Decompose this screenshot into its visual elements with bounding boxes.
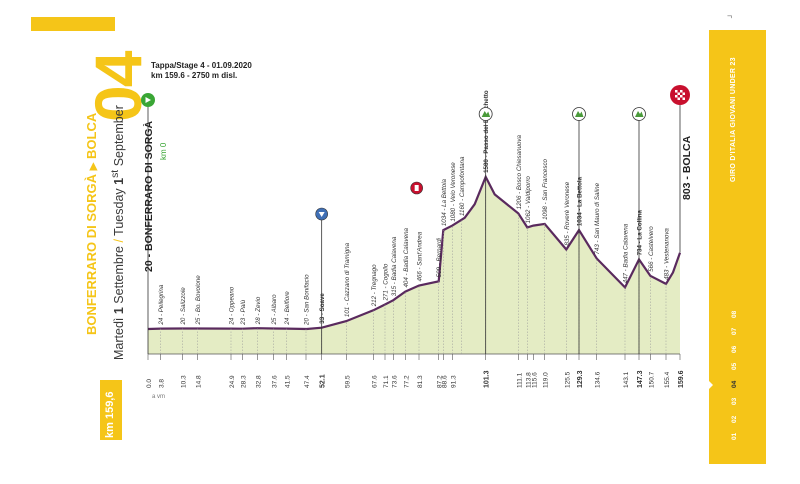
km-tick-label: 52.1	[320, 374, 327, 388]
km-tick-label: 37.6	[271, 375, 278, 388]
place-label: 509 - Bernardi	[436, 237, 443, 277]
finish-town-label: 803 - BOLCA	[681, 135, 693, 200]
km-tick-label: 0.0	[146, 379, 153, 388]
km-tick-label: 113.8	[525, 372, 532, 388]
place-label: 20 - Salizzole	[180, 287, 187, 326]
finish-checker-cell	[682, 97, 685, 100]
km-tick-label: 115.6	[531, 372, 538, 388]
km-tick-label: 147.3	[637, 370, 644, 388]
km-tick-label: 150.7	[648, 371, 655, 388]
place-label: 1034 - La Bettola	[577, 176, 584, 226]
km-tick-label: 14.8	[195, 375, 202, 388]
place-label: 743 - San Mauro di Saline	[594, 182, 601, 254]
km-tick-label: 47.4	[304, 375, 311, 388]
finish-checker-cell	[682, 92, 685, 95]
place-label: 483 - Vestenanova	[664, 228, 671, 280]
km-tick-label: 41.5	[284, 375, 291, 388]
km-tick-label: 24.9	[229, 375, 236, 388]
profile-line	[147, 174, 682, 331]
km-tick-label: 91.3	[450, 375, 457, 388]
place-label: 24 - Belfiore	[284, 291, 291, 326]
place-label: 1160 - Campofontana	[459, 156, 466, 216]
km-tick-label: 28.3	[240, 375, 247, 388]
place-label: 212 - Tregnago	[371, 264, 378, 307]
km-tick-label: 32.8	[255, 375, 262, 388]
profile-area	[148, 176, 680, 354]
place-label: 734 - La Collina	[637, 209, 644, 255]
km-tick-label: 134.6	[595, 371, 602, 388]
place-label: 1062 - Valdiporro	[525, 176, 532, 224]
finish-checker-cell	[680, 90, 683, 93]
finish-checker-cell	[675, 95, 678, 98]
start-km-label: km 0	[159, 142, 168, 160]
km-tick-label: 159.6	[678, 370, 685, 388]
mountain-icon	[481, 111, 491, 117]
place-label: 466 - Sant'Andrea	[417, 231, 424, 281]
place-label: 1206 - Bosco Chiesanuova	[516, 135, 523, 210]
intermediate-sprint-glyph	[414, 185, 419, 191]
finish-checker-cell	[677, 92, 680, 95]
km-tick-label: 3.8	[159, 379, 166, 388]
finish-checker-cell	[677, 97, 680, 100]
accent-bar	[31, 17, 115, 31]
corner-mark: ¬	[727, 11, 733, 21]
stage-info-line2: km 159.6 - 2750 m disl.	[151, 71, 238, 80]
place-label: 835 - Roverè Veronese	[564, 181, 571, 245]
place-label: 1080 - Velo Veronese	[450, 162, 457, 222]
place-label: 1580 - Passo del Branchetto	[483, 90, 490, 173]
distance-badge	[100, 380, 122, 440]
place-label: 20 - San Bonifacio	[304, 274, 311, 326]
km-tick-label: 10.3	[180, 375, 187, 388]
place-label: 1098 - San Francesco	[542, 158, 549, 219]
start-town-label: 20 - BONFERRARO DI SORGÀ	[142, 120, 155, 272]
place-label: 33 - Soave	[319, 293, 326, 324]
finish-checker-cell	[680, 95, 683, 98]
place-label: 23 - Palù	[240, 299, 247, 325]
stage-info: Tappa/Stage 4 - 01.09.2020 km 159.6 - 27…	[151, 61, 252, 81]
place-label: 28 - Zevio	[255, 296, 262, 325]
place-label: 1034 - La Bettola	[441, 178, 448, 226]
stage-info-line1: Tappa/Stage 4 - 01.09.2020	[151, 61, 252, 70]
place-label: 271 - Cogollo	[383, 263, 390, 301]
place-label: 315 - Badia Calavena	[391, 236, 398, 296]
place-label: 101 - Cazzano di Tramigna	[344, 242, 351, 317]
sprint-triangle-icon	[318, 212, 325, 217]
place-label: 24 - Pellegrina	[158, 284, 165, 325]
place-label: 566 - Castelvero	[648, 226, 655, 272]
km-tick-label: 111.1	[516, 372, 523, 388]
km-tick-label: 88.6	[441, 375, 448, 388]
km-tick-label: 129.3	[577, 370, 584, 388]
km-tick-label: 87.2	[437, 375, 444, 388]
race-sidebar	[709, 30, 766, 464]
km-tick-label: 101.3	[484, 370, 491, 388]
finish-checker-cell	[675, 90, 678, 93]
mountain-icon	[575, 111, 584, 117]
km-tick-label: 119.0	[543, 372, 550, 388]
km-tick-label: 67.6	[371, 375, 378, 388]
place-label: 25 - Albaro	[271, 294, 278, 326]
km-tick-label: 59.5	[344, 375, 351, 388]
active-stage-pointer-icon	[706, 378, 713, 392]
km-tick-label: 155.4	[664, 371, 671, 388]
start-arrow-icon	[145, 97, 151, 103]
place-label: 24 - Oppeano	[229, 286, 236, 325]
scale-label: a vm	[152, 394, 165, 400]
place-label: 25 - Bo. Bovolone	[195, 275, 202, 326]
place-label: 404 - Badia Calavena	[403, 227, 410, 287]
km-tick-label: 71.1	[383, 375, 390, 388]
mountain-icon	[635, 111, 644, 117]
km-tick-label: 143.1	[623, 371, 630, 388]
km-tick-label: 125.5	[564, 371, 571, 388]
km-tick-label: 81.3	[417, 375, 424, 388]
km-tick-label: 73.6	[391, 375, 398, 388]
place-label: 447 - Badia Calavena	[623, 223, 630, 283]
km-tick-label: 77.2	[403, 375, 410, 388]
